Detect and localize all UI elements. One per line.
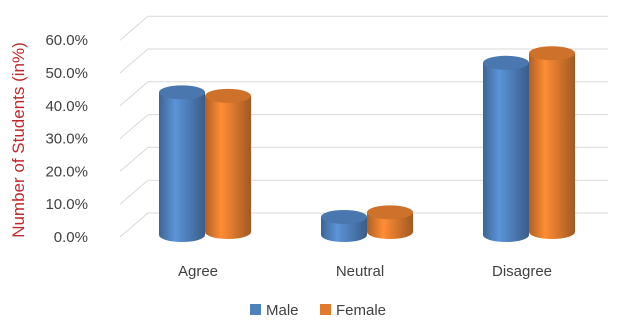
y-tick-label: 40.0% (45, 98, 88, 115)
legend-label-female: Female (336, 302, 386, 319)
bar-female-agree (205, 88, 251, 239)
y-tick-label: 50.0% (45, 65, 88, 82)
bar-body (367, 212, 413, 239)
bar-top (529, 46, 575, 61)
y-axis-label: Number of Students (in%) (9, 42, 28, 238)
bar-top (483, 55, 529, 70)
bar-top (205, 88, 251, 103)
legend: Male Female (250, 302, 386, 319)
bar-male-disagree (483, 55, 529, 242)
gridline (119, 81, 608, 107)
bar-female-neutral (367, 205, 413, 239)
bar-top (367, 205, 413, 220)
gridline (119, 15, 608, 41)
y-axis-ticks: 0.0% 10.0% 20.0% 30.0% 40.0% 50.0% 60.0% (45, 32, 88, 246)
legend-swatch-female (320, 304, 331, 315)
bar-body (205, 95, 251, 239)
x-category-label: Agree (178, 263, 218, 280)
bars (159, 46, 575, 242)
y-tick-label: 20.0% (45, 163, 88, 180)
gridline (119, 179, 608, 205)
grid-layer (119, 15, 608, 238)
y-tick-label: 10.0% (45, 196, 88, 213)
y-tick-label: 60.0% (45, 32, 88, 49)
bar-body (159, 92, 205, 242)
legend-swatch-male (250, 304, 261, 315)
bar-female-disagree (529, 46, 575, 239)
bar-male-agree (159, 85, 205, 242)
gridline (119, 48, 608, 74)
x-category-label: Disagree (492, 263, 552, 280)
gridline (119, 114, 608, 139)
gridline (119, 146, 608, 172)
gridline (119, 212, 608, 238)
y-tick-label: 30.0% (45, 131, 88, 148)
x-axis-categories: Agree Neutral Disagree (178, 263, 552, 280)
bar-top (321, 209, 367, 224)
bar-body (321, 216, 367, 242)
bar-body (483, 62, 529, 242)
bar-body (529, 53, 575, 239)
bar-top (159, 85, 205, 100)
y-tick-label: 0.0% (54, 229, 88, 246)
x-category-label: Neutral (336, 263, 384, 280)
legend-label-male: Male (266, 302, 299, 319)
bar-male-neutral (321, 209, 367, 242)
